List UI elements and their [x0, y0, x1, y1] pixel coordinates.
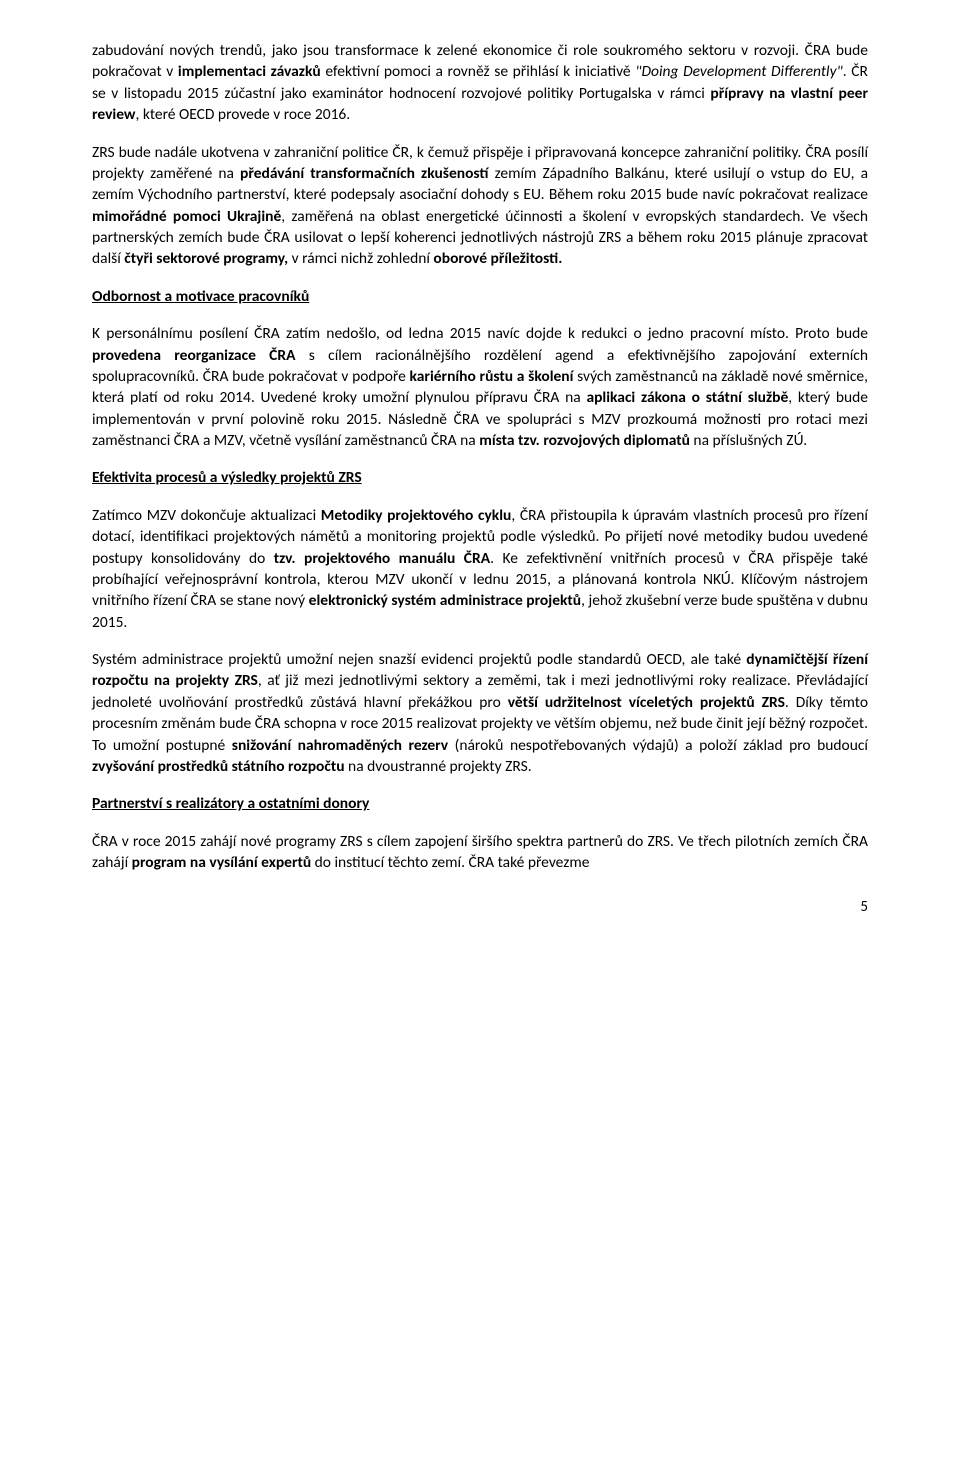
bold-run: elektronický systém administrace projekt… — [309, 591, 581, 610]
bold-run: předávání transformačních zkušeností — [240, 164, 488, 183]
text-run: efektivní pomoci a rovněž se přihlásí k … — [321, 62, 636, 81]
body-paragraph: K personálnímu posílení ČRA zatím nedošl… — [92, 323, 868, 451]
body-paragraph: ČRA v roce 2015 zahájí nové programy ZRS… — [92, 831, 868, 874]
bold-run: Metodiky projektového cyklu — [321, 506, 512, 525]
bold-run: kariérního růstu a školení — [410, 367, 574, 386]
bold-run: mimořádné pomoci Ukrajině — [92, 207, 281, 226]
text-run: do institucí těchto zemí. ČRA také převe… — [311, 853, 589, 872]
bold-run: oborové příležitosti. — [433, 249, 562, 268]
bold-run: program na vysílání expertů — [132, 853, 312, 872]
page-number: 5 — [92, 897, 868, 918]
italic-run: "Doing Development Differently" — [635, 62, 842, 81]
text-run: v rámci nichž zohlední — [288, 249, 433, 268]
bold-run: větší udržitelnost víceletých projektů Z… — [508, 693, 785, 712]
body-paragraph: ZRS bude nadále ukotvena v zahraniční po… — [92, 142, 868, 270]
bold-run: zvyšování prostředků státního rozpočtu — [92, 757, 345, 776]
section-heading: Partnerství s realizátory a ostatními do… — [92, 793, 868, 814]
bold-run: provedena reorganizace ČRA — [92, 346, 296, 365]
text-run: na dvoustranné projekty ZRS. — [345, 757, 532, 776]
text-run: Systém administrace projektů umožní neje… — [92, 650, 746, 669]
text-run: (nároků nespotřebovaných výdajů) a polož… — [448, 736, 868, 755]
body-paragraph: Zatímco MZV dokončuje aktualizaci Metodi… — [92, 505, 868, 633]
text-run: K personálnímu posílení ČRA zatím nedošl… — [92, 324, 868, 343]
bold-run: implementaci závazků — [178, 62, 321, 81]
bold-run: aplikaci zákona o státní službě — [586, 388, 788, 407]
body-paragraph: Systém administrace projektů umožní neje… — [92, 649, 868, 777]
bold-run: snižování nahromaděných rezerv — [232, 736, 448, 755]
text-run: , které OECD provede v roce 2016. — [135, 105, 350, 124]
text-run: na příslušných ZÚ. — [690, 431, 807, 450]
section-heading: Efektivita procesů a výsledky projektů Z… — [92, 467, 868, 488]
bold-run: tzv. projektového manuálu ČRA — [274, 549, 490, 568]
body-paragraph: zabudování nových trendů, jako jsou tran… — [92, 40, 868, 126]
bold-run: místa tzv. rozvojových diplomatů — [479, 431, 690, 450]
text-run: Zatímco MZV dokončuje aktualizaci — [92, 506, 321, 525]
section-heading: Odbornost a motivace pracovníků — [92, 286, 868, 307]
bold-run: čtyři sektorové programy, — [124, 249, 288, 268]
